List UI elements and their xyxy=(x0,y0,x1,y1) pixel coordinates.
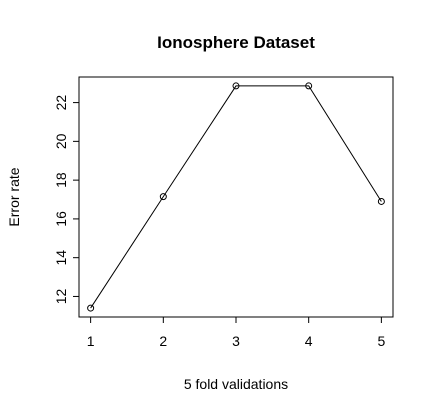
x-tick-label: 4 xyxy=(305,333,313,349)
x-tick-label: 5 xyxy=(377,333,385,349)
series-line xyxy=(90,85,382,309)
data-point xyxy=(377,197,385,205)
x-tick-label: 1 xyxy=(87,333,95,349)
x-tick-label: 2 xyxy=(159,333,167,349)
x-axis: 1 2 3 4 5 xyxy=(87,317,385,349)
plot-frame xyxy=(78,76,394,318)
y-tick-label: 20 xyxy=(53,133,69,149)
data-point xyxy=(159,193,167,201)
y-axis: 12 14 16 18 20 22 xyxy=(53,95,79,304)
y-tick-label: 12 xyxy=(53,288,69,304)
data-points xyxy=(87,82,385,312)
x-axis-label: 5 fold validations xyxy=(184,376,288,392)
data-point xyxy=(305,82,313,90)
y-tick-label: 22 xyxy=(53,95,69,111)
y-tick-label: 18 xyxy=(53,172,69,188)
x-tick-label: 3 xyxy=(232,333,240,349)
data-point xyxy=(232,82,240,90)
y-tick-label: 14 xyxy=(53,250,69,266)
chart-title: Ionosphere Dataset xyxy=(157,33,315,52)
data-point xyxy=(87,304,95,312)
y-axis-label: Error rate xyxy=(6,167,22,226)
y-tick-label: 16 xyxy=(53,211,69,227)
